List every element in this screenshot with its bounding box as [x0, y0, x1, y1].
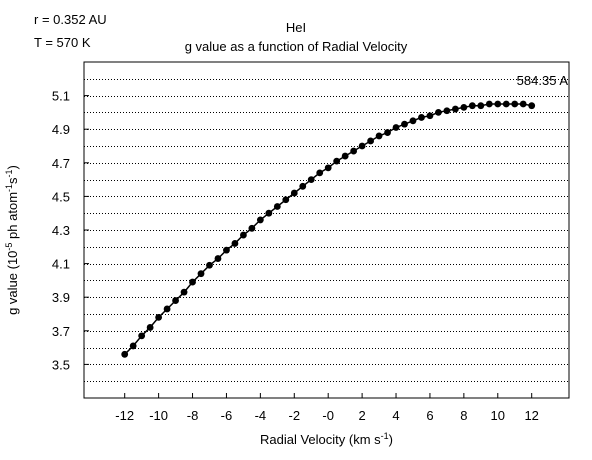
data-point — [401, 121, 408, 128]
data-point — [181, 289, 188, 296]
data-point — [486, 101, 493, 108]
y-tick-label: 3.5 — [52, 357, 70, 372]
data-point — [240, 232, 247, 239]
x-tick-label: 6 — [426, 408, 433, 423]
data-point — [444, 107, 451, 114]
data-point — [367, 138, 374, 145]
y-axis-label: g value (10-5 ph atom-1s-1) — [4, 165, 20, 315]
data-point — [265, 210, 272, 217]
data-point — [520, 101, 527, 108]
x-tick-label: -0 — [322, 408, 334, 423]
data-point — [342, 153, 349, 160]
x-tick-label: -10 — [149, 408, 168, 423]
data-point — [248, 225, 255, 232]
x-tick-label: 4 — [392, 408, 399, 423]
y-tick-label: 4.5 — [52, 189, 70, 204]
data-point — [232, 240, 239, 247]
data-point — [147, 324, 154, 331]
data-point — [223, 247, 230, 254]
series-line — [125, 104, 532, 354]
data-point — [274, 203, 281, 210]
data-point — [189, 279, 196, 286]
y-tick-label: 5.1 — [52, 89, 70, 104]
grid-lines — [84, 80, 569, 382]
x-tick-label: -8 — [187, 408, 199, 423]
data-point — [172, 297, 179, 304]
data-point — [291, 190, 298, 197]
data-point — [503, 101, 510, 108]
data-point — [435, 109, 442, 116]
data-point — [410, 117, 417, 124]
data-point — [155, 314, 162, 321]
x-tick-label: 12 — [524, 408, 538, 423]
data-point — [138, 332, 145, 339]
data-point — [257, 217, 264, 224]
data-point — [469, 102, 476, 109]
data-point — [393, 124, 400, 131]
data-point — [528, 102, 535, 109]
line-wavelength-label: 584.35 A — [517, 73, 569, 88]
data-point — [316, 169, 323, 176]
x-tick-label: -6 — [221, 408, 233, 423]
data-point — [511, 101, 518, 108]
x-tick-label: -4 — [255, 408, 267, 423]
data-point — [460, 104, 467, 111]
y-tick-label: 4.1 — [52, 257, 70, 272]
axis-ticks: 3.5 3.7 3.9 4.1 4.3 4.5 4.7 4.9 5.1 -12 -10 -8 -6 -4 -… — [52, 89, 539, 423]
data-point — [477, 102, 484, 109]
y-tick-label: 4.9 — [52, 122, 70, 137]
y-tick-label: 4.7 — [52, 156, 70, 171]
data-point — [198, 270, 205, 277]
data-point — [452, 106, 459, 113]
data-point — [282, 196, 289, 203]
data-point — [418, 114, 425, 121]
data-point — [121, 351, 128, 358]
data-series — [121, 101, 535, 358]
data-point — [215, 255, 222, 262]
y-tick-label: 4.3 — [52, 223, 70, 238]
data-point — [308, 176, 315, 183]
data-point — [325, 164, 332, 171]
data-point — [427, 112, 434, 119]
y-tick-label: 3.9 — [52, 290, 70, 305]
data-point — [359, 143, 366, 150]
data-point — [494, 101, 501, 108]
x-tick-label: 10 — [491, 408, 505, 423]
data-point — [384, 129, 391, 136]
data-point — [333, 158, 340, 165]
data-point — [376, 133, 383, 140]
data-point — [130, 343, 137, 350]
x-tick-label: 8 — [460, 408, 467, 423]
x-tick-label: -12 — [115, 408, 134, 423]
data-point — [164, 306, 171, 313]
x-tick-label: -2 — [288, 408, 300, 423]
x-axis-label: Radial Velocity (km s-1) — [260, 431, 393, 447]
data-point — [299, 183, 306, 190]
x-tick-label: 2 — [358, 408, 365, 423]
data-point — [350, 148, 357, 155]
y-tick-label: 3.7 — [52, 324, 70, 339]
data-point — [206, 262, 213, 269]
